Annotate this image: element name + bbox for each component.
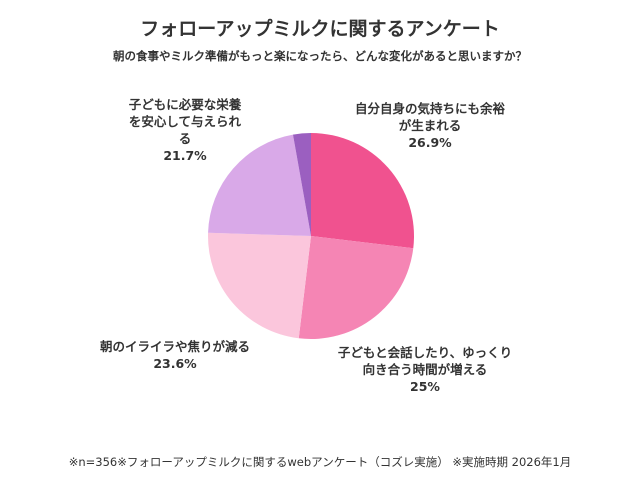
value-label: 23.6% [153,356,197,371]
category-label: 朝のイライラや焦りが減る [99,339,250,354]
footnote: ※n=356※フォローアップミルクに関するwebアンケート（コズレ実施） ※実施… [68,455,572,469]
category-label: 子どもに必要な栄養を安心して与えられる [128,97,242,146]
category-label: 自分自身の気持ちにも余裕が生まれる [355,101,506,133]
value-label: 25% [410,379,440,394]
chart-subtitle: 朝の食事やミルク準備がもっと楽になったら、どんな変化があると思いますか？ [113,49,527,63]
slice-label: 自分自身の気持ちにも余裕が生まれる 26.9% [355,100,505,151]
slice-label: 朝のイライラや焦りが減る 23.6% [80,338,270,372]
pie-slice [207,232,311,339]
pie-slice [292,133,311,236]
category-label: 子どもと会話したり、ゆっくり向き合う時間が増える [337,345,513,377]
pie-slice [208,134,311,236]
value-label: 26.9% [408,135,452,150]
pie-slice [311,133,414,249]
pie-slice [298,236,414,339]
value-label: 21.7% [163,148,207,163]
slice-label: 子どもと会話したり、ゆっくり向き合う時間が増える 25% [338,344,513,395]
chart-title: フォローアップミルクに関するアンケート [140,18,500,40]
slice-label: 子どもに必要な栄養を安心して与えられる 21.7% [125,96,245,164]
